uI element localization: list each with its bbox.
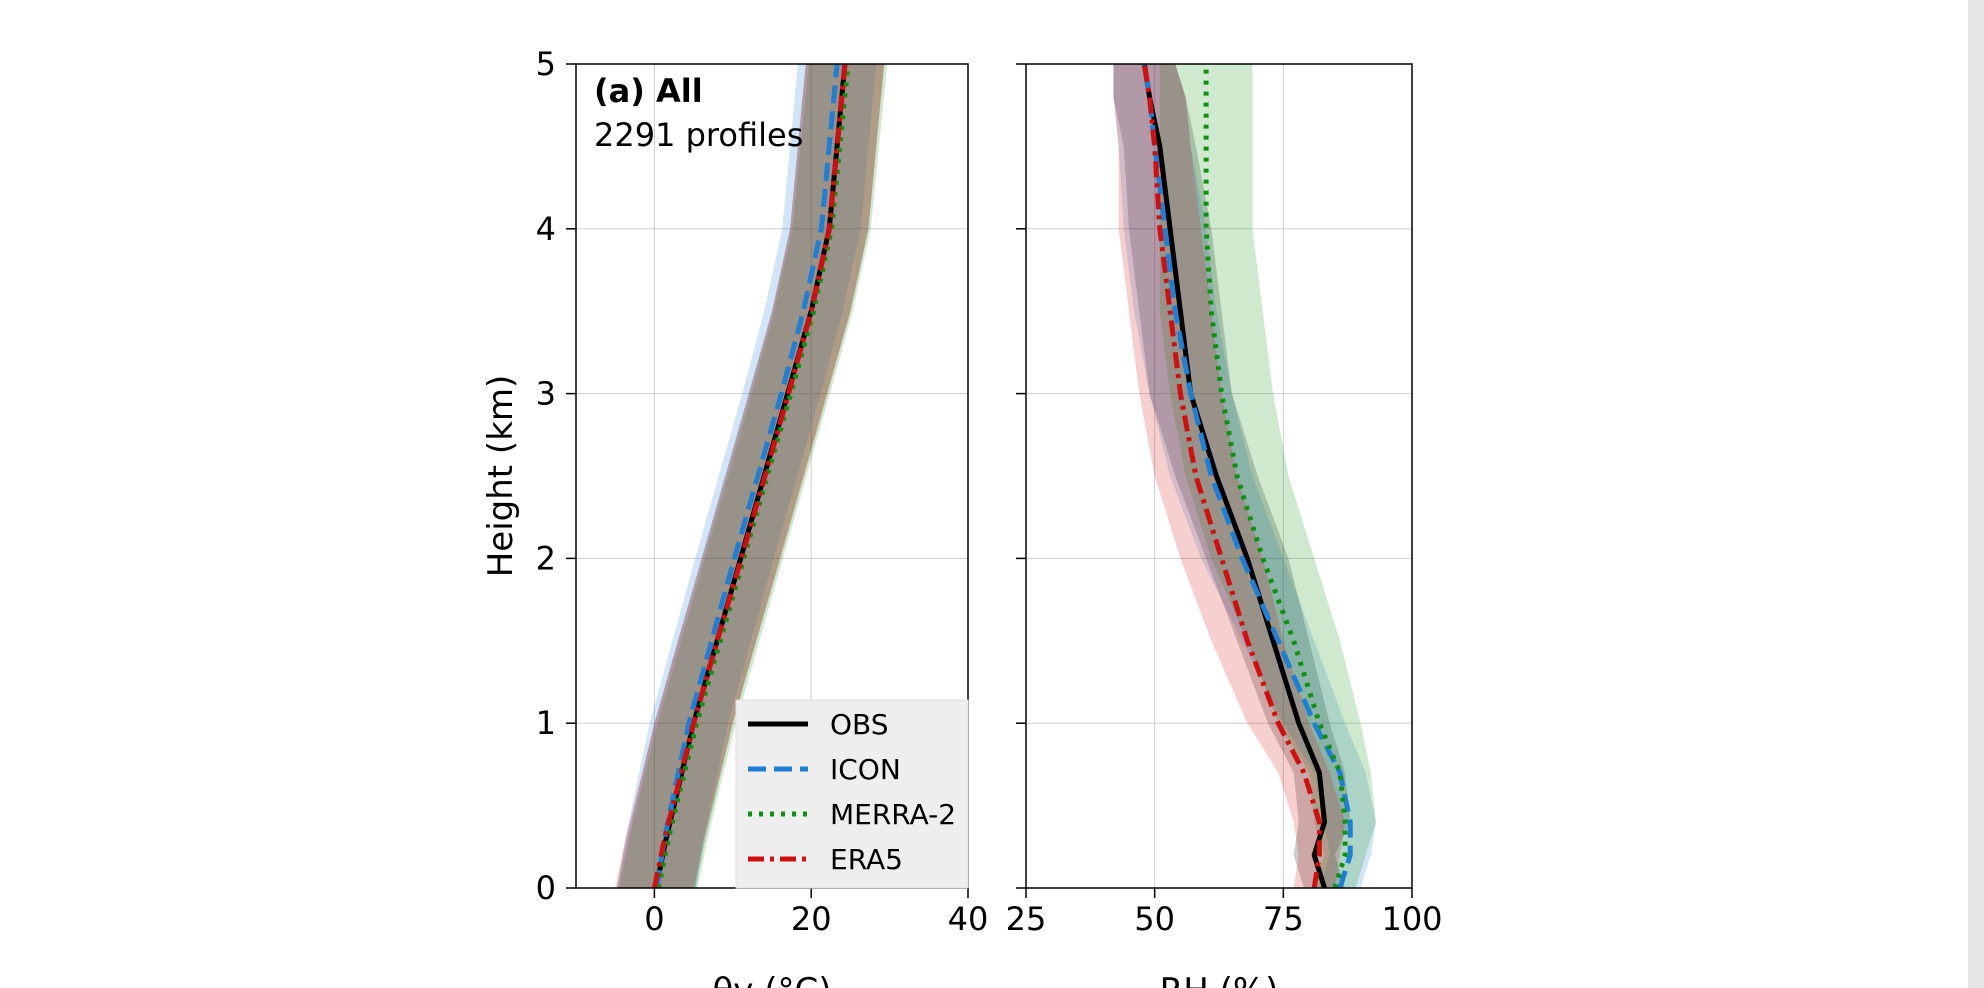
panel-b-x-tick-label-1: 50	[1134, 900, 1175, 938]
legend: OBS ICON MERRA-2 ERA5	[735, 699, 969, 889]
y-tick-label-1: 1	[536, 704, 556, 742]
panel-b-x-axis-label: RH (%)	[1160, 971, 1279, 988]
legend-label-obs: OBS	[830, 708, 889, 741]
y-tick-label-2: 2	[536, 539, 556, 577]
panel-a-line-obs	[653, 64, 848, 888]
y-tick-label-5: 5	[536, 45, 556, 83]
legend-box	[735, 699, 969, 889]
panel-b-band-icon	[1113, 64, 1376, 888]
panel-a-lines	[651, 64, 851, 888]
panel-b-x-tick-label-0: 25	[1006, 900, 1047, 938]
panel-a-band-obs	[616, 64, 885, 888]
panel-a-x-axis-label: θv (°C)	[713, 971, 832, 988]
panel-b-ticks: 25 50 75 100	[1006, 63, 1443, 938]
vertical-scrollbar[interactable]	[1968, 0, 1984, 988]
y-axis-label: Height (km)	[481, 375, 521, 578]
panel-b-lines	[1141, 64, 1353, 888]
panel-b-band-merra-2	[1159, 64, 1376, 888]
panel-b-line-era5	[1141, 64, 1322, 888]
panel-b-line-merra-2	[1203, 64, 1348, 888]
panel-b-line-obs	[1141, 64, 1328, 888]
legend-label-icon: ICON	[830, 753, 901, 786]
panel-a-label: (a) All	[594, 72, 703, 110]
panel-a-annotation: 2291 profiles	[594, 116, 803, 154]
panel-b-line-icon	[1141, 64, 1353, 888]
legend-label-merra-2: MERRA-2	[830, 798, 956, 831]
y-tick-label-4: 4	[536, 210, 556, 248]
panel-b-frame	[1025, 63, 1413, 889]
panel-a-x-tick-label-0: 0	[644, 900, 664, 938]
panel-b-band-obs	[1113, 64, 1351, 888]
y-tick-label-0: 0	[536, 869, 556, 907]
panel-b-x-tick-label-2: 75	[1263, 900, 1304, 938]
panel-a-x-tick-label-2: 40	[948, 900, 989, 938]
panel-a-x-tick-label-1: 20	[791, 900, 832, 938]
panel-a-band-era5	[615, 64, 885, 888]
panel-a-line-icon	[654, 64, 840, 888]
panel-b-spread-bands	[1113, 64, 1376, 888]
y-tick-label-3: 3	[536, 375, 556, 413]
panel-b-x-tick-label-3: 100	[1381, 900, 1442, 938]
legend-label-era5: ERA5	[830, 843, 903, 876]
panel-a-ticks: 0 20 40 0 1 2 3 4 5	[536, 45, 989, 938]
